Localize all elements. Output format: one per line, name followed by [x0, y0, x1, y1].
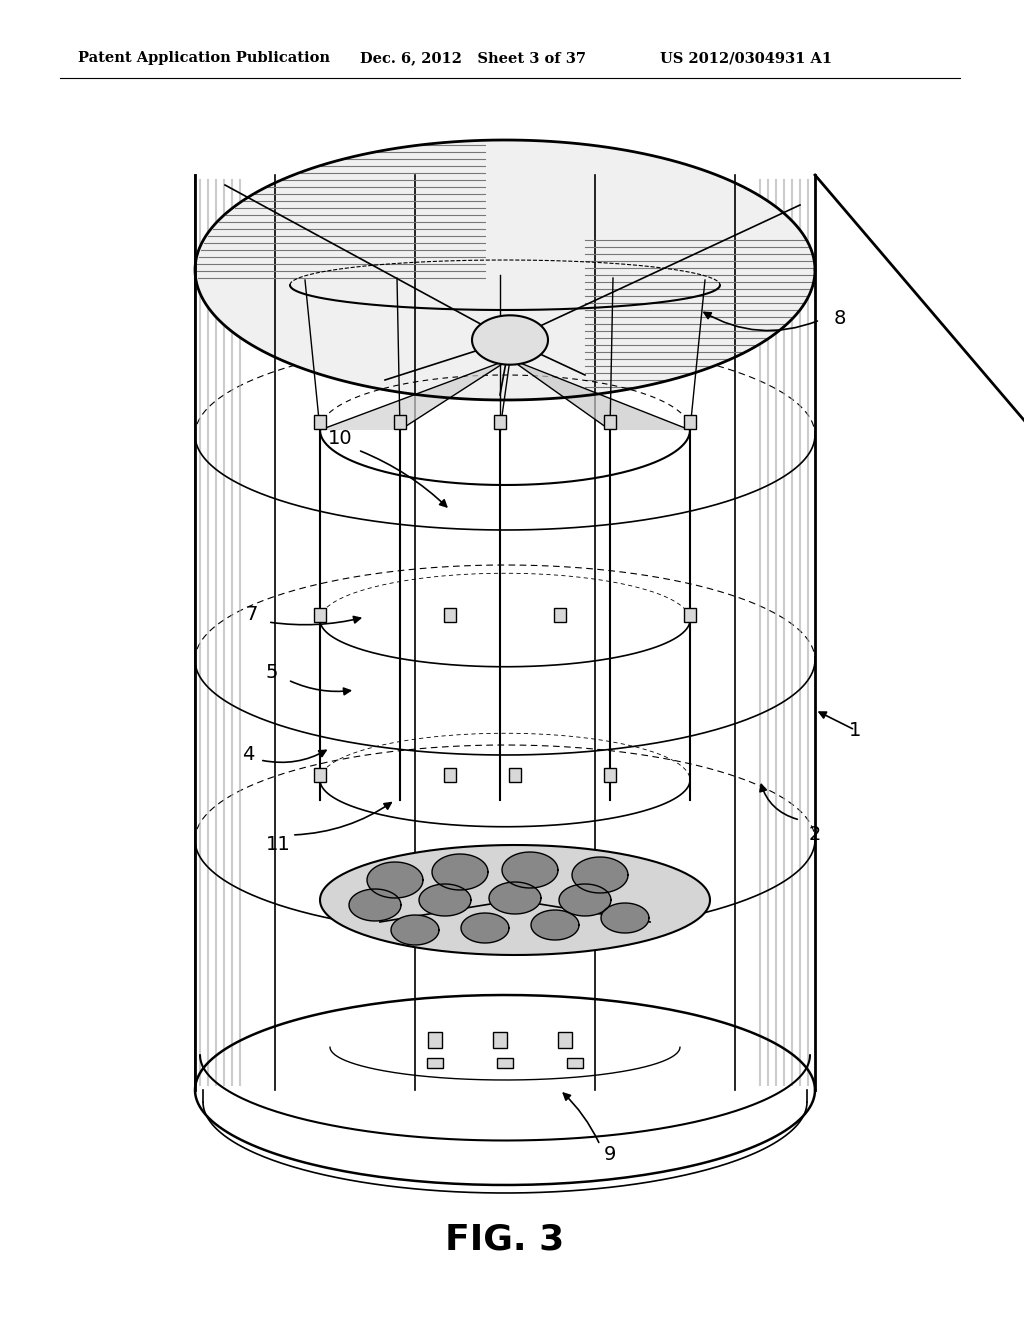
Ellipse shape — [391, 915, 439, 945]
Text: FIG. 3: FIG. 3 — [445, 1224, 564, 1257]
Ellipse shape — [195, 140, 815, 400]
FancyBboxPatch shape — [444, 768, 456, 781]
FancyBboxPatch shape — [314, 768, 326, 781]
FancyBboxPatch shape — [684, 414, 696, 429]
FancyBboxPatch shape — [444, 609, 456, 622]
Text: 5: 5 — [266, 663, 279, 681]
Text: US 2012/0304931 A1: US 2012/0304931 A1 — [660, 51, 833, 65]
FancyBboxPatch shape — [558, 1032, 572, 1048]
FancyBboxPatch shape — [428, 1032, 442, 1048]
Polygon shape — [319, 360, 510, 430]
Text: 11: 11 — [265, 836, 291, 854]
Text: 4: 4 — [242, 746, 254, 764]
Ellipse shape — [367, 862, 423, 898]
Ellipse shape — [559, 884, 611, 916]
Ellipse shape — [195, 995, 815, 1185]
Ellipse shape — [319, 845, 710, 954]
Text: Dec. 6, 2012   Sheet 3 of 37: Dec. 6, 2012 Sheet 3 of 37 — [360, 51, 586, 65]
Ellipse shape — [601, 903, 649, 933]
Ellipse shape — [432, 854, 488, 890]
Text: 7: 7 — [246, 605, 258, 623]
FancyBboxPatch shape — [604, 414, 616, 429]
Text: Patent Application Publication: Patent Application Publication — [78, 51, 330, 65]
FancyBboxPatch shape — [604, 768, 616, 781]
Ellipse shape — [472, 315, 548, 364]
Ellipse shape — [489, 882, 541, 913]
Text: 2: 2 — [809, 825, 821, 845]
Text: 8: 8 — [834, 309, 846, 327]
FancyBboxPatch shape — [427, 1059, 443, 1068]
FancyBboxPatch shape — [494, 414, 506, 429]
Polygon shape — [510, 360, 690, 430]
Ellipse shape — [461, 913, 509, 942]
FancyBboxPatch shape — [684, 609, 696, 622]
FancyBboxPatch shape — [497, 1059, 513, 1068]
Ellipse shape — [531, 909, 579, 940]
FancyBboxPatch shape — [493, 1032, 507, 1048]
FancyBboxPatch shape — [314, 609, 326, 622]
FancyBboxPatch shape — [394, 414, 406, 429]
Ellipse shape — [502, 851, 558, 888]
FancyBboxPatch shape — [314, 414, 326, 429]
FancyBboxPatch shape — [554, 609, 566, 622]
FancyBboxPatch shape — [567, 1059, 583, 1068]
Text: 10: 10 — [328, 429, 352, 447]
Ellipse shape — [349, 888, 401, 921]
Text: 1: 1 — [849, 721, 861, 739]
Ellipse shape — [572, 857, 628, 894]
Text: 9: 9 — [604, 1146, 616, 1164]
FancyBboxPatch shape — [509, 768, 521, 781]
Ellipse shape — [419, 884, 471, 916]
